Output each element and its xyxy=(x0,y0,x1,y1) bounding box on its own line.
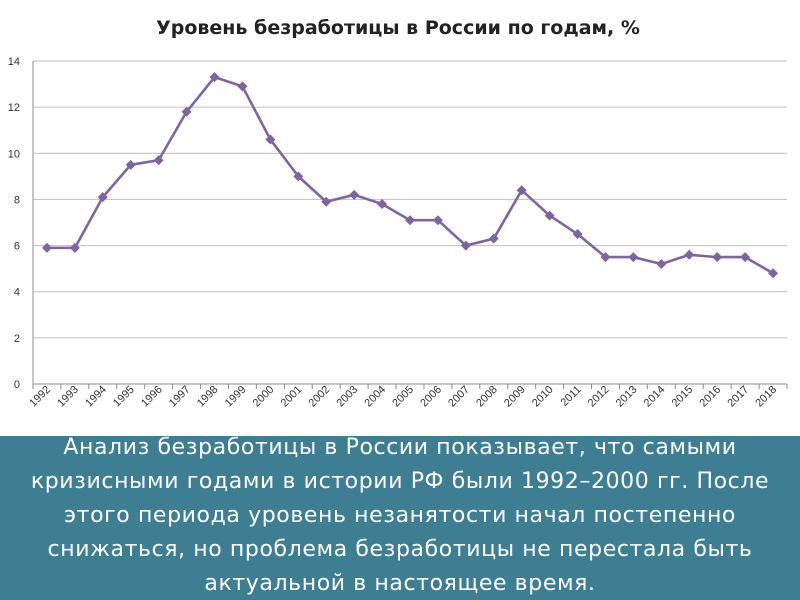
data-point-marker xyxy=(516,185,527,196)
data-point-marker xyxy=(181,106,192,117)
x-tick-label: 1992 xyxy=(27,384,53,410)
x-tick-label: 2018 xyxy=(753,384,779,410)
y-tick-label: 2 xyxy=(14,333,20,345)
data-point-marker xyxy=(377,199,388,210)
x-tick-label: 2012 xyxy=(586,384,612,410)
x-tick-label: 2009 xyxy=(502,384,528,410)
x-tick-label: 1995 xyxy=(111,384,137,410)
x-tick-label: 1993 xyxy=(55,384,81,410)
data-point-marker xyxy=(41,242,52,253)
y-tick-label: 8 xyxy=(14,194,20,206)
data-point-marker xyxy=(432,215,443,226)
x-tick-label: 2010 xyxy=(530,384,556,410)
data-point-marker xyxy=(69,242,80,253)
chart-title: Уровень безработицы в России по годам, % xyxy=(156,17,640,39)
data-point-marker xyxy=(125,159,136,170)
data-point-marker xyxy=(684,249,695,260)
data-point-marker xyxy=(265,134,276,145)
y-tick-labels: 0 2 4 6 8 10 12 14 xyxy=(8,56,20,391)
x-tick-label: 2011 xyxy=(558,384,583,409)
x-tick-label: 2000 xyxy=(251,384,277,410)
x-tick-label: 2017 xyxy=(725,384,751,410)
x-tick-label: 2003 xyxy=(334,384,360,410)
data-point-marker xyxy=(237,81,248,92)
x-tick-label: 2015 xyxy=(670,384,696,410)
x-tick-label: 1998 xyxy=(195,384,221,410)
y-tick-label: 0 xyxy=(14,379,20,391)
x-tick-label: 2016 xyxy=(698,384,724,410)
x-tick-label: 2002 xyxy=(307,384,333,410)
x-tick-label: 1996 xyxy=(139,384,165,410)
data-point-marker xyxy=(209,72,220,83)
data-point-marker xyxy=(405,215,415,226)
y-tick-label: 10 xyxy=(8,148,20,160)
x-tick-label: 1999 xyxy=(223,384,249,410)
caption-box: Анализ безработицы в России показывает, … xyxy=(0,436,800,600)
x-tick-label: 2005 xyxy=(390,384,416,410)
data-point-marker xyxy=(349,189,360,200)
data-points xyxy=(41,72,779,279)
x-tick-label: 2004 xyxy=(362,384,388,410)
y-tick-label: 4 xyxy=(14,287,20,299)
axes xyxy=(32,61,788,389)
data-point-marker xyxy=(572,229,583,240)
x-tick-label: 1994 xyxy=(83,384,109,410)
data-point-marker xyxy=(628,252,639,263)
x-tick-label: 2006 xyxy=(418,384,444,410)
data-point-marker xyxy=(460,240,471,251)
data-point-marker xyxy=(321,196,332,207)
y-tick-label: 12 xyxy=(8,102,20,114)
data-point-marker xyxy=(768,268,779,279)
x-tick-label: 2008 xyxy=(474,384,500,410)
data-point-marker xyxy=(712,252,723,263)
x-tick-label: 2007 xyxy=(446,384,472,410)
data-point-marker xyxy=(293,171,304,182)
line-chart: Уровень безработицы в России по годам, %… xyxy=(8,17,788,410)
data-point-marker xyxy=(153,155,164,166)
x-tick-label: 1997 xyxy=(167,384,193,410)
x-tick-label: 2013 xyxy=(614,384,640,410)
data-point-marker xyxy=(488,233,499,244)
x-tick-labels: 1992 1993 1994 1995 1996 1997 1998 1999 2000 2001… xyxy=(27,384,779,410)
data-point-marker xyxy=(544,210,555,221)
data-point-marker xyxy=(656,259,667,270)
series-line xyxy=(46,75,774,275)
y-tick-label: 14 xyxy=(8,56,20,68)
data-point-marker xyxy=(740,252,751,263)
x-tick-label: 2001 xyxy=(279,384,305,410)
caption-text: Анализ безработицы в России показывает, … xyxy=(30,436,770,596)
y-tick-label: 6 xyxy=(14,241,20,253)
series-line-path xyxy=(46,75,774,275)
gridlines xyxy=(33,60,787,339)
data-point-marker xyxy=(97,192,108,203)
x-tick-label: 2014 xyxy=(642,384,668,410)
data-point-marker xyxy=(600,252,611,263)
